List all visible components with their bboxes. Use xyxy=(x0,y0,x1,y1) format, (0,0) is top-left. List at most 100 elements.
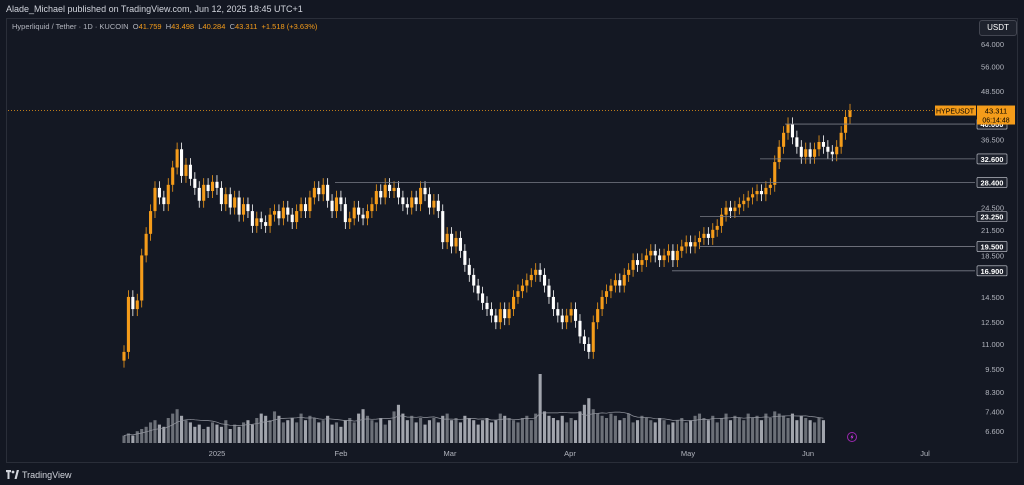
candle-body xyxy=(419,187,423,205)
y-tick-label: 8.300 xyxy=(985,388,1004,397)
volume-bar xyxy=(179,415,184,443)
level-label: 19.500 xyxy=(981,242,1004,251)
candle-body xyxy=(658,255,662,261)
candle-body xyxy=(635,260,640,265)
candle-body xyxy=(631,260,635,270)
volume-bar xyxy=(166,418,170,443)
candle-body xyxy=(162,197,166,205)
volume-bar xyxy=(808,420,812,443)
candle-body xyxy=(662,255,666,261)
volume-bar xyxy=(374,422,378,443)
symbol-tag xyxy=(935,105,976,116)
volume-bar xyxy=(215,424,219,443)
candle-body xyxy=(489,309,493,316)
candle-body xyxy=(237,197,241,215)
footer-brand[interactable]: TradingView xyxy=(6,470,72,480)
candle-body xyxy=(179,149,184,176)
candle-body xyxy=(259,218,263,223)
volume-bar xyxy=(622,418,626,443)
candle-body xyxy=(149,211,153,234)
volume-bar xyxy=(157,424,161,443)
volume-bar xyxy=(131,435,135,443)
volume-bar xyxy=(600,415,604,443)
low-label: L xyxy=(198,22,203,31)
candle-body xyxy=(790,124,795,138)
candle-body xyxy=(507,309,511,319)
volume-bar xyxy=(472,420,476,443)
candle-body xyxy=(295,211,299,223)
candle-body xyxy=(697,237,702,243)
candle-body xyxy=(609,285,613,292)
volume-bar xyxy=(653,422,657,443)
candle-body xyxy=(458,237,462,251)
volume-bar xyxy=(755,415,759,443)
volume-bar xyxy=(432,418,436,443)
candle-body xyxy=(361,214,365,219)
volume-bar xyxy=(339,426,343,443)
volume-bar xyxy=(689,420,693,443)
volume-bar xyxy=(596,413,600,443)
volume-bar xyxy=(357,413,361,443)
candle-body xyxy=(357,207,361,215)
volume-bar xyxy=(547,415,551,443)
close-value: 43.311 xyxy=(234,22,258,31)
volume-ma-line xyxy=(123,411,824,436)
volume-bar xyxy=(764,413,768,443)
volume-bar xyxy=(560,415,564,443)
candle-body xyxy=(538,269,542,275)
volume-bar xyxy=(680,418,684,443)
y-tick-label: 36.500 xyxy=(981,136,1004,145)
candle-body xyxy=(233,197,237,208)
y-tick-label: 48.500 xyxy=(981,87,1004,96)
volume-bar xyxy=(392,411,396,443)
candle-body xyxy=(600,296,604,310)
candle-body xyxy=(680,246,684,251)
volume-bar xyxy=(149,422,153,443)
volume-bar xyxy=(529,420,533,443)
candle-body xyxy=(742,200,746,205)
chart-area[interactable] xyxy=(6,18,1018,463)
candle-body xyxy=(839,132,843,147)
volume-bar xyxy=(365,415,370,443)
volume-bar xyxy=(241,422,246,443)
volume-bar xyxy=(184,420,188,443)
candle-body xyxy=(246,204,250,212)
volume-bar xyxy=(706,420,710,443)
volume-bar xyxy=(724,413,728,443)
y-tick-label: 64.000 xyxy=(981,40,1004,49)
volume-bar xyxy=(565,422,569,443)
volume-bar xyxy=(494,420,498,443)
volume-bar xyxy=(450,420,454,443)
volume-bar xyxy=(817,418,821,443)
footer-brand-text: TradingView xyxy=(22,470,72,480)
candle-body xyxy=(175,149,179,168)
tradingview-logo-icon xyxy=(6,470,19,479)
volume-bar xyxy=(804,418,808,443)
candle-body xyxy=(472,274,476,286)
level-label: 23.250 xyxy=(981,212,1004,221)
candle-body xyxy=(379,191,383,198)
candle-body xyxy=(573,309,578,321)
volume-bar xyxy=(171,413,175,443)
volume-bar xyxy=(489,422,493,443)
high-label: H xyxy=(165,22,172,31)
candle-body xyxy=(596,309,600,323)
candle-body xyxy=(414,197,418,205)
volume-bar xyxy=(675,420,679,443)
volume-bar xyxy=(334,422,339,443)
candle-body xyxy=(188,164,192,179)
volume-bar xyxy=(751,418,755,443)
candle-body xyxy=(396,187,401,198)
candle-body xyxy=(427,194,432,208)
candle-body xyxy=(618,280,622,286)
currency-button[interactable]: USDT xyxy=(979,20,1017,36)
volume-bar xyxy=(396,404,401,443)
candle-body xyxy=(813,149,817,157)
volume-bar xyxy=(693,415,697,443)
candle-body xyxy=(392,187,396,192)
candle-body xyxy=(193,178,197,188)
volume-bar xyxy=(458,422,462,443)
volume-bar xyxy=(463,415,467,443)
volume-bar xyxy=(237,426,241,443)
